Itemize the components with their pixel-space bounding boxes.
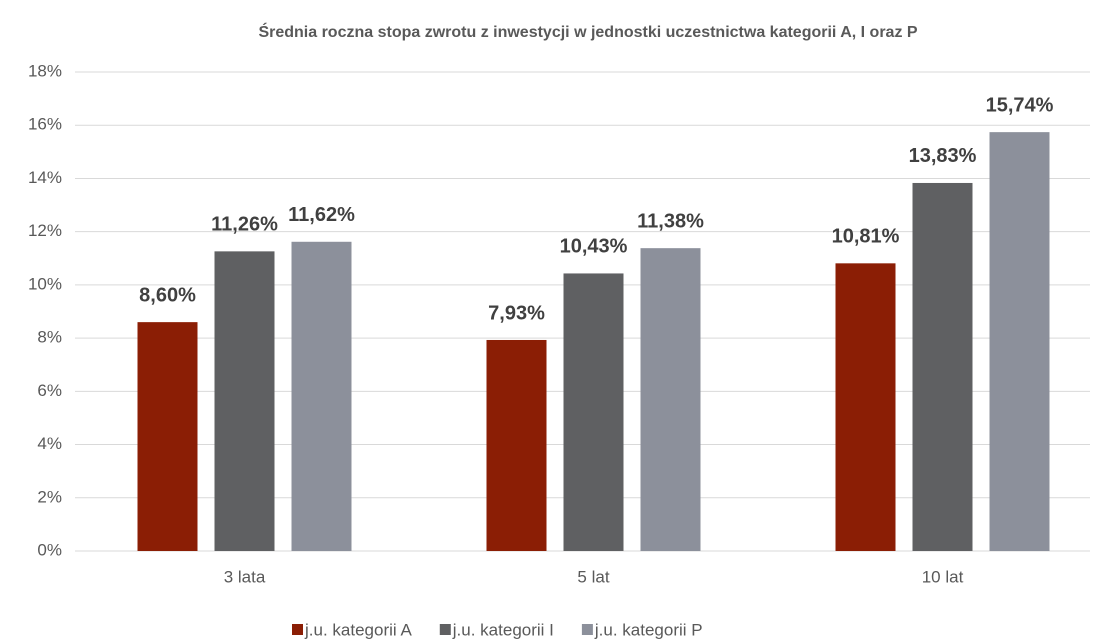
value-label: 11,62% [288, 204, 355, 226]
x-tick-label: 3 lata [224, 567, 266, 586]
y-tick-label: 8% [37, 328, 62, 347]
bar [563, 273, 624, 551]
value-label: 7,93% [488, 302, 545, 324]
legend-label: j.u. kategorii I [452, 620, 554, 639]
value-label: 15,74% [986, 94, 1054, 116]
bar [291, 241, 352, 552]
legend-swatch [292, 624, 303, 635]
y-tick-label: 16% [28, 115, 62, 134]
y-tick-label: 12% [28, 221, 62, 240]
y-tick-label: 18% [28, 61, 62, 80]
bar [989, 132, 1050, 551]
y-tick-label: 2% [37, 487, 62, 506]
value-label: 10,81% [832, 226, 900, 248]
y-tick-label: 10% [28, 274, 62, 293]
y-tick-label: 4% [37, 434, 62, 453]
legend-swatch [439, 624, 451, 635]
value-label: 11,26% [211, 214, 278, 236]
legend-label: j.u. kategorii A [304, 620, 412, 639]
legend-label: j.u. kategorii P [594, 620, 703, 639]
y-tick-label: 6% [37, 381, 62, 400]
value-label: 13,83% [909, 145, 977, 167]
y-tick-label: 0% [37, 540, 62, 559]
y-tick-label: 14% [28, 168, 62, 187]
x-tick-label: 10 lat [922, 567, 964, 586]
bar [640, 248, 701, 551]
value-label: 8,60% [139, 284, 196, 306]
bar [912, 182, 973, 552]
bar [137, 322, 198, 551]
value-label: 10,43% [560, 236, 628, 258]
legend-swatch [581, 624, 593, 635]
bar [214, 251, 275, 551]
value-label: 11,38% [637, 210, 704, 232]
bar [835, 263, 896, 551]
x-tick-label: 5 lat [577, 567, 609, 586]
chart-title: Średnia roczna stopa zwrotu z inwestycji… [258, 22, 917, 41]
bar [486, 339, 547, 551]
